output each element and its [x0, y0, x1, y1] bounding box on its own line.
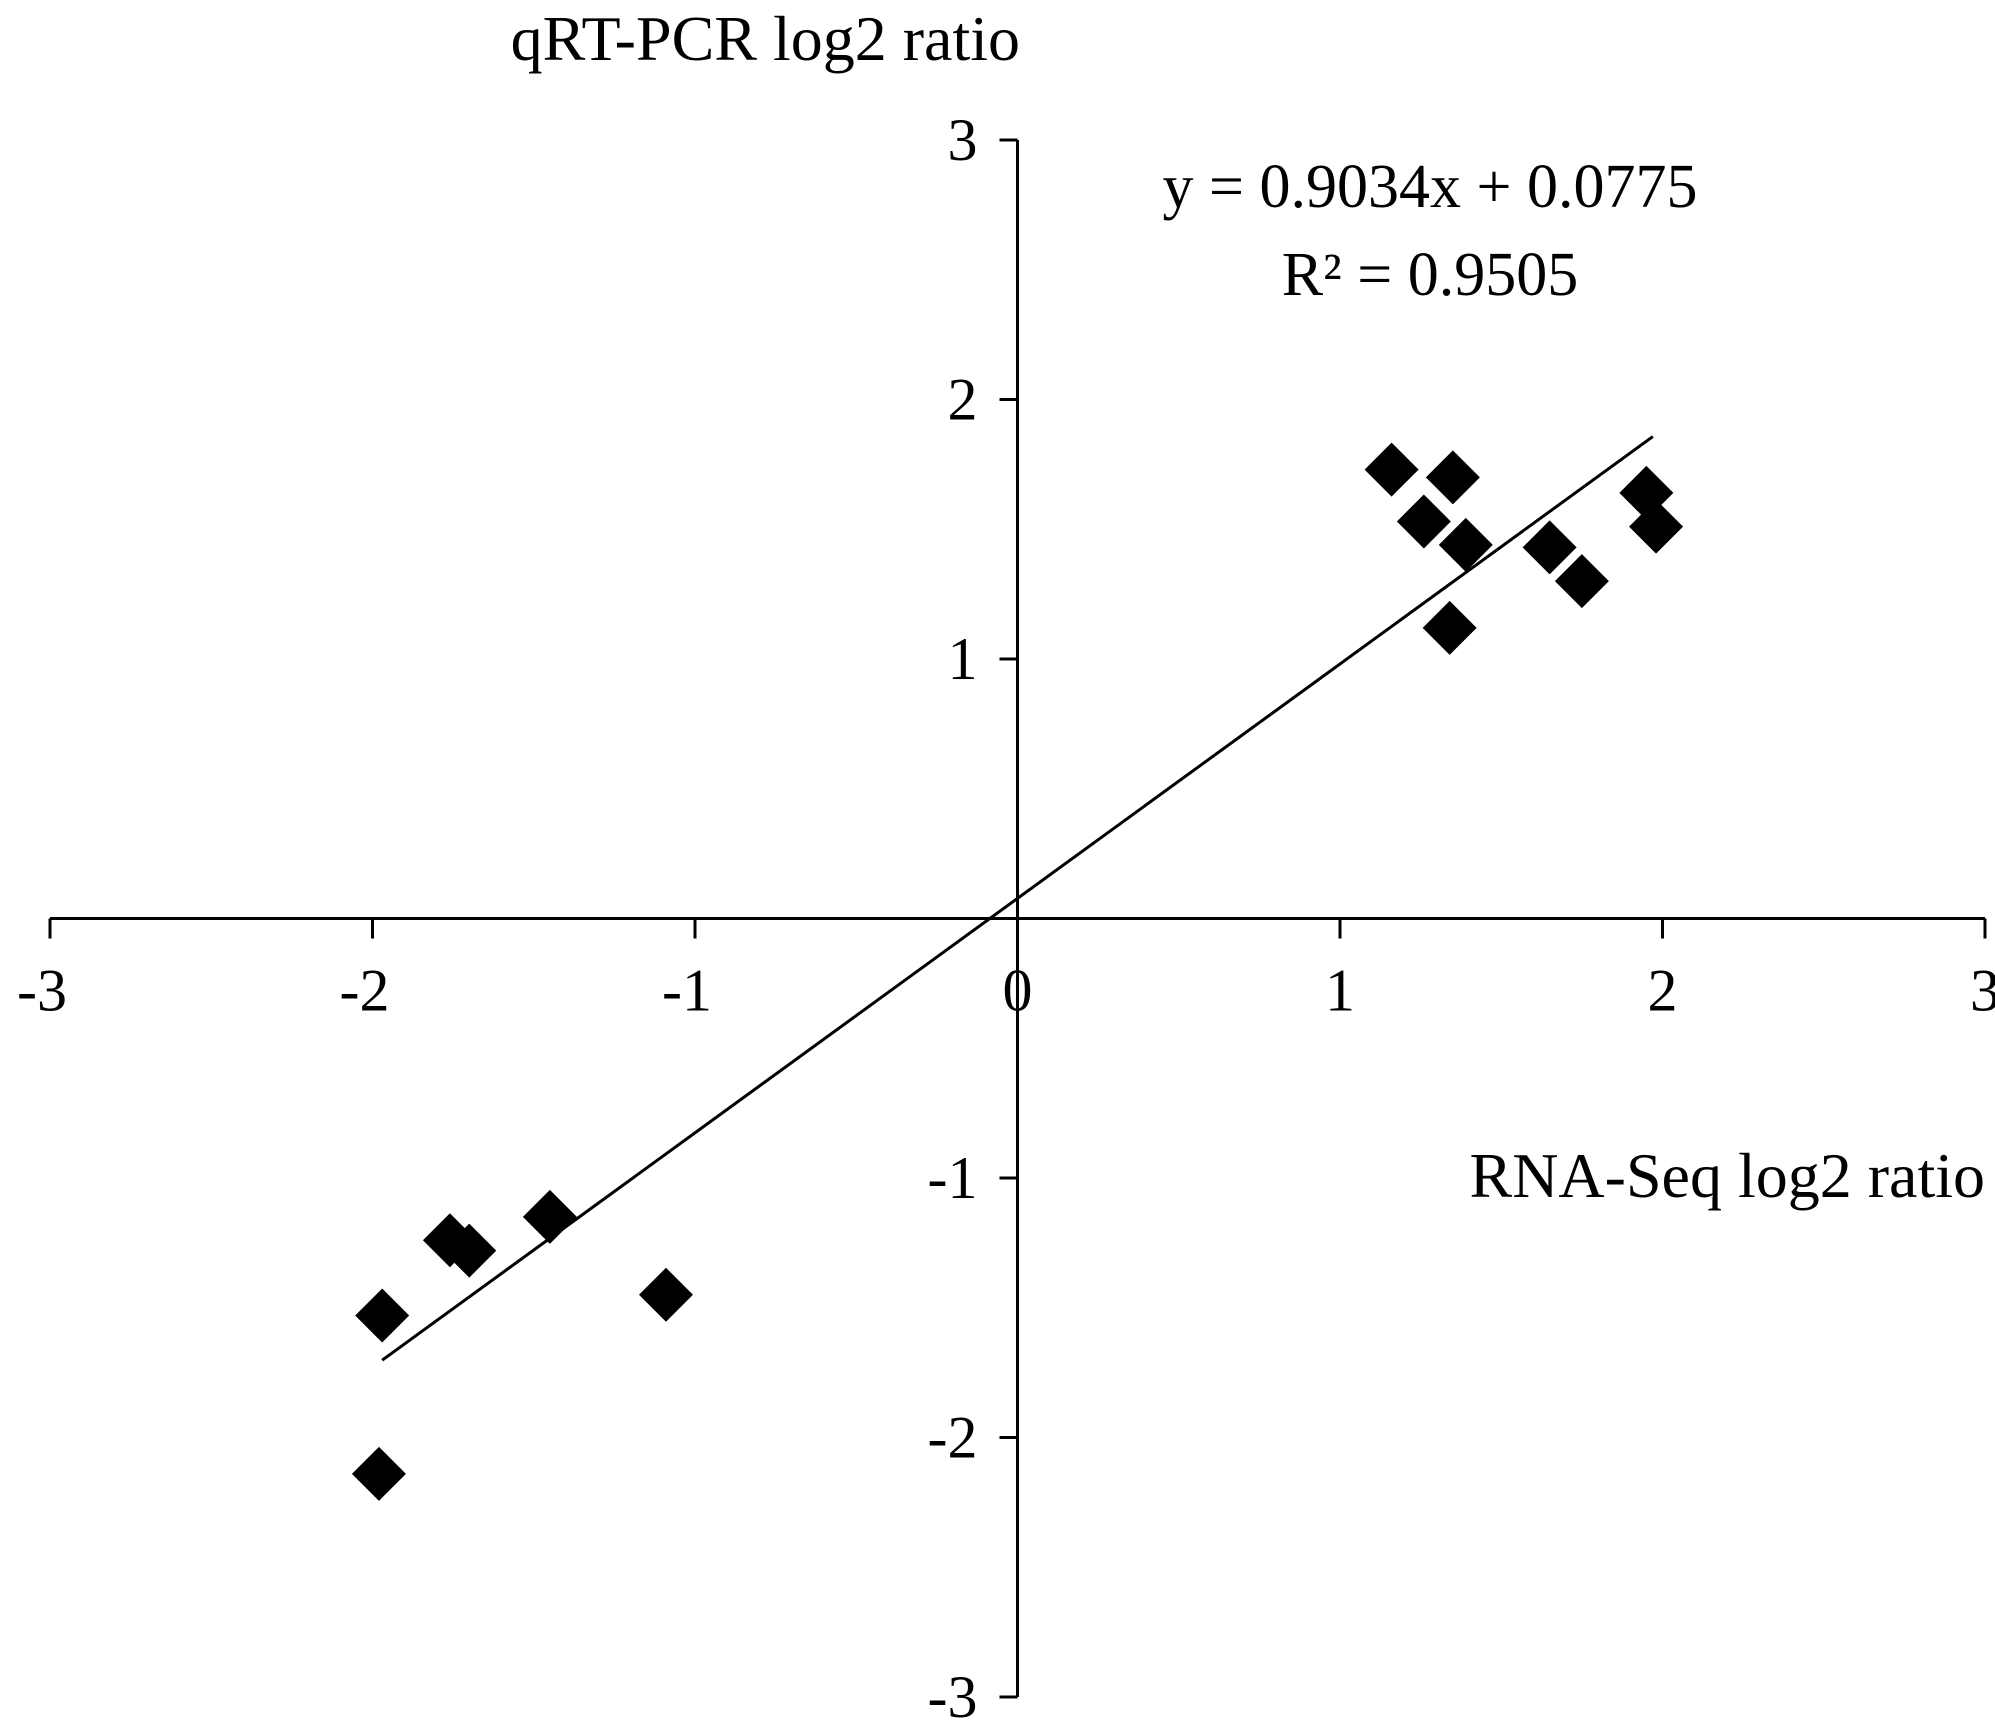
x-tick-label: -3	[17, 958, 67, 1024]
x-tick-label: 3	[1970, 958, 1995, 1024]
trendline-equation: y = 0.9034x + 0.0775	[1163, 153, 1698, 221]
x-axis-label: RNA-Seq log2 ratio	[1470, 1140, 1986, 1211]
x-tick-label: 2	[1648, 958, 1678, 1024]
data-point-diamond	[1522, 520, 1577, 575]
y-tick-label: 1	[948, 626, 978, 692]
data-points	[351, 442, 1684, 1501]
y-tick-label: -1	[928, 1145, 978, 1211]
y-axis-label: qRT-PCR log2 ratio	[511, 3, 1020, 74]
data-point-diamond	[1438, 517, 1493, 572]
data-point-diamond	[1629, 499, 1684, 554]
y-axis-ticks	[999, 138, 1018, 1699]
y-tick-label: 3	[948, 107, 978, 173]
trendline-r-squared: R² = 0.9505	[1282, 241, 1578, 309]
y-tick-label: -3	[928, 1664, 978, 1727]
data-point-diamond	[355, 1288, 410, 1343]
x-tick-label: -1	[662, 958, 712, 1024]
x-tick-label: -2	[340, 958, 390, 1024]
data-point-diamond	[638, 1267, 693, 1322]
x-tick-label: 0	[1003, 958, 1033, 1024]
data-point-diamond	[1554, 554, 1609, 609]
data-point-diamond	[351, 1446, 406, 1501]
data-point-diamond	[1396, 494, 1451, 549]
y-axis-tick-labels: 3 2 1 -1 -2 -3	[928, 107, 978, 1727]
data-point-diamond	[1425, 450, 1480, 505]
x-axis-ticks	[48, 918, 1987, 939]
x-axis-tick-labels: -3 -2 -1 0 1 2 3	[17, 958, 1995, 1024]
y-tick-label: 2	[948, 367, 978, 433]
data-point-diamond	[1422, 600, 1477, 655]
x-tick-label: 1	[1325, 958, 1355, 1024]
data-point-diamond	[442, 1223, 497, 1278]
trendline	[381, 435, 1654, 1362]
y-tick-label: -2	[928, 1405, 978, 1471]
data-point-diamond	[1364, 442, 1419, 497]
data-point-diamond	[522, 1189, 577, 1244]
